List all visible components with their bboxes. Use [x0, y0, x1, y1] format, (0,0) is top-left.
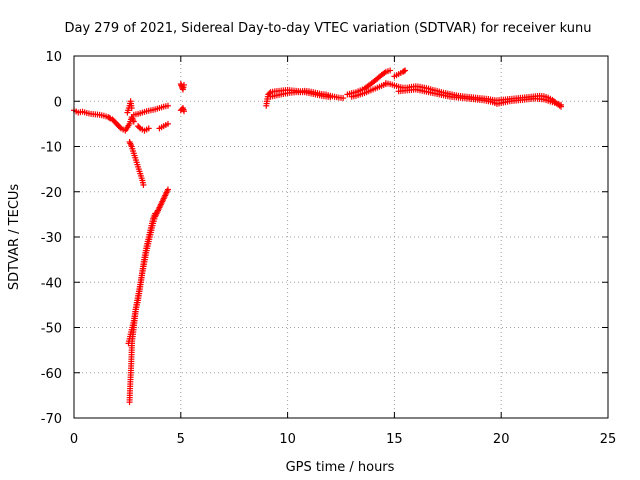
- data-point: [401, 68, 408, 75]
- y-tick-label: -30: [41, 231, 62, 246]
- x-tick-label: 10: [279, 432, 296, 447]
- data-point: [181, 108, 188, 115]
- data-point: [116, 124, 123, 131]
- y-tick-labels: 10 0 -10 -20 -30 -40 -50 -60 -70: [41, 50, 62, 427]
- x-tick-label: 25: [600, 432, 617, 447]
- data-point: [140, 181, 147, 188]
- data-point: [340, 95, 347, 102]
- y-tick-label: -10: [41, 141, 62, 156]
- x-tick-label: 0: [70, 432, 78, 447]
- y-tick-label: -70: [41, 412, 62, 427]
- data-point: [136, 124, 143, 131]
- data-point: [402, 67, 409, 74]
- data-point: [130, 118, 137, 125]
- data-point: [164, 186, 171, 193]
- data-point: [327, 94, 334, 101]
- data-point: [128, 105, 135, 112]
- y-tick-label: 0: [54, 95, 62, 110]
- data-point: [387, 67, 394, 74]
- y-tick-label: -40: [41, 276, 62, 291]
- x-tick-label: 5: [177, 432, 185, 447]
- data-point: [152, 210, 159, 217]
- data-point: [266, 90, 273, 97]
- x-axis-label: GPS time / hours: [286, 460, 395, 475]
- chart-title: Day 279 of 2021, Sidereal Day-to-day VTE…: [65, 21, 592, 36]
- grid-lines: [74, 56, 608, 418]
- y-tick-label: -50: [41, 322, 62, 337]
- data-point: [181, 81, 188, 88]
- axis-ticks: [73, 55, 609, 419]
- x-tick-labels: 0 5 10 15 20 25: [70, 432, 616, 447]
- y-tick-label: -60: [41, 367, 62, 382]
- data-points: [71, 67, 565, 406]
- x-tick-label: 15: [386, 432, 403, 447]
- y-tick-label: -20: [41, 186, 62, 201]
- data-point: [106, 114, 113, 121]
- data-point: [145, 125, 152, 132]
- data-point: [164, 102, 171, 109]
- y-axis-label: SDTVAR / TECUs: [7, 184, 22, 291]
- x-tick-label: 20: [493, 432, 510, 447]
- data-point: [558, 101, 565, 108]
- data-point: [164, 120, 171, 127]
- y-tick-label: 10: [45, 50, 62, 65]
